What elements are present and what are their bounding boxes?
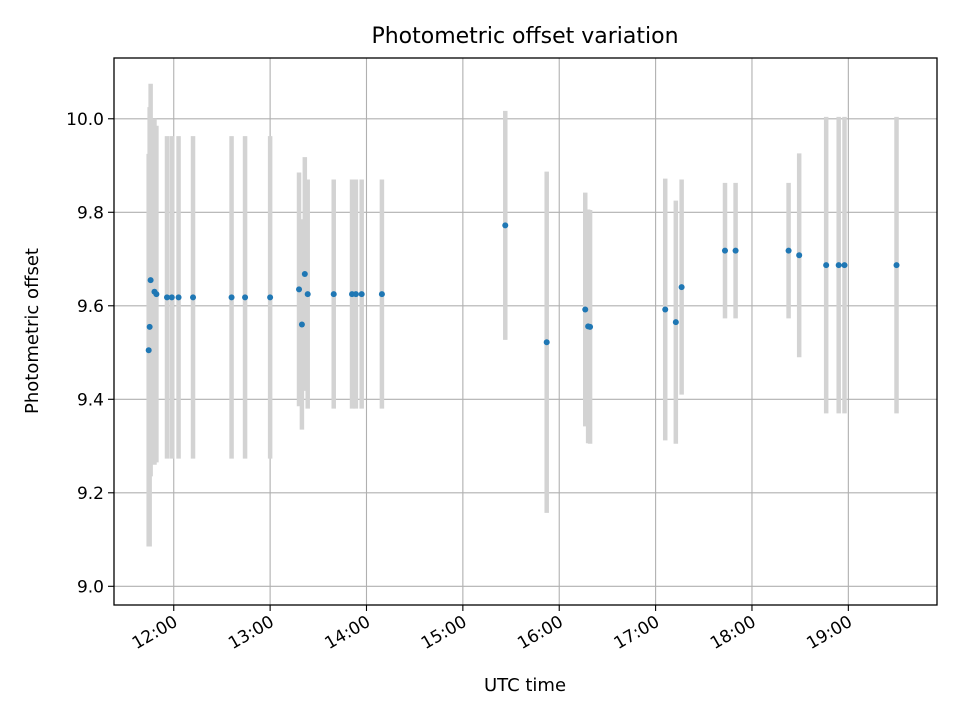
data-point [146,323,153,330]
y-tick-label: 9.6 [77,297,104,317]
y-axis: 9.0 9.2 9.4 9.6 9.8 10.0 [66,110,114,597]
data-point [893,262,900,269]
x-axis-title: UTC time [484,675,566,696]
data-point [358,291,365,298]
data-point [796,252,803,259]
data-points [145,222,900,354]
data-point [672,319,679,326]
data-point [721,247,728,254]
data-point [785,247,792,254]
data-point [301,270,308,277]
data-point [582,306,589,313]
data-point [168,294,175,301]
data-point [835,262,842,269]
y-tick-label: 10.0 [66,110,104,130]
data-point [587,323,594,330]
y-tick-label: 9.8 [77,203,104,223]
y-tick-label: 9.0 [77,577,104,597]
data-point [190,294,197,301]
data-point [304,291,311,298]
data-point [502,222,509,229]
data-point [145,347,152,354]
data-point [147,277,154,284]
data-point [352,291,359,298]
data-point [164,294,171,301]
data-point [732,247,739,254]
data-point [175,294,182,301]
data-point [330,291,337,298]
data-point [267,294,274,301]
chart-title: Photometric offset variation [371,24,678,49]
data-point [543,339,550,346]
data-point [153,291,160,298]
data-point [242,294,249,301]
y-axis-title: Photometric offset [22,248,43,414]
y-tick-label: 9.2 [77,484,104,504]
plot-frame [113,57,938,606]
data-point [228,294,235,301]
data-point [662,306,669,313]
data-point [823,262,830,269]
data-point [841,262,848,269]
data-point [296,286,303,293]
y-tick-label: 9.4 [77,390,104,410]
data-point [298,321,305,328]
data-point [678,284,685,291]
data-point [378,291,385,298]
